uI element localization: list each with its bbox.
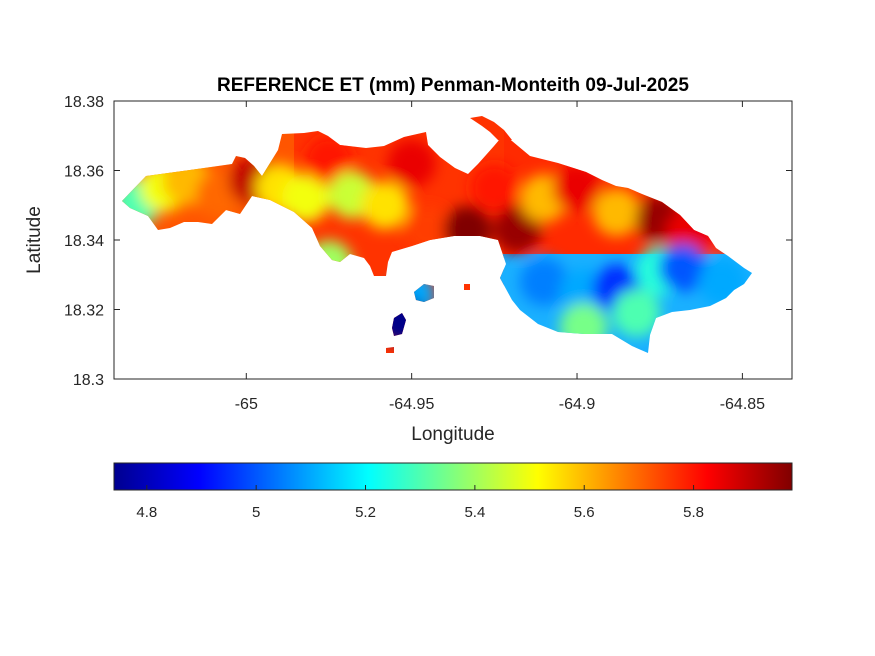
colorbar-tick-label: 4.8 bbox=[136, 504, 157, 521]
x-tick-label: -64.95 bbox=[389, 396, 434, 413]
colorbar-tick-label: 5.2 bbox=[355, 504, 376, 521]
heatmap-cell bbox=[470, 163, 519, 212]
y-axis-label: Latitude bbox=[24, 206, 45, 274]
chart-title: REFERENCE ET (mm) Penman-Monteith 09-Jul… bbox=[217, 75, 689, 96]
x-axis-ticks: -65 -64.95 -64.9 -64.85 bbox=[235, 101, 765, 413]
heatmap-cell bbox=[612, 288, 661, 337]
heatmap-cell bbox=[281, 174, 330, 223]
heatmap-cell bbox=[387, 139, 436, 188]
x-axis-label: Longitude bbox=[411, 424, 494, 445]
heatmap-cell bbox=[658, 243, 707, 292]
y-axis-ticks: 18.3 18.32 18.34 18.36 18.38 bbox=[64, 94, 792, 389]
heatmap-cell bbox=[304, 136, 353, 185]
y-tick-label: 18.3 bbox=[73, 372, 104, 389]
colorbar-gradient bbox=[113, 462, 793, 491]
colorbar-tick-label: 5.8 bbox=[683, 504, 704, 521]
colorbar-tick-label: 5.4 bbox=[464, 504, 485, 521]
x-tick-label: -64.85 bbox=[720, 396, 765, 413]
colorbar-tick-label: 5.6 bbox=[574, 504, 595, 521]
heatmap-cell bbox=[493, 205, 542, 254]
colorbar-ticks: 4.8 5 5.2 5.4 5.6 5.8 bbox=[136, 485, 704, 521]
y-tick-label: 18.32 bbox=[64, 303, 104, 320]
heatmap-cell bbox=[361, 181, 410, 230]
x-tick-label: -64.9 bbox=[559, 396, 596, 413]
colorbar: 4.8 5 5.2 5.4 5.6 5.8 bbox=[113, 462, 793, 521]
y-tick-label: 18.34 bbox=[64, 233, 104, 250]
heatmap-blobs bbox=[122, 136, 747, 351]
heatmap-cell bbox=[519, 257, 568, 306]
y-tick-label: 18.38 bbox=[64, 94, 104, 111]
heatmap-cell bbox=[592, 188, 641, 237]
colorbar-tick-label: 5 bbox=[252, 504, 260, 521]
x-tick-label: -65 bbox=[235, 396, 258, 413]
y-tick-label: 18.36 bbox=[64, 164, 104, 181]
heatmap-cell bbox=[553, 163, 602, 212]
